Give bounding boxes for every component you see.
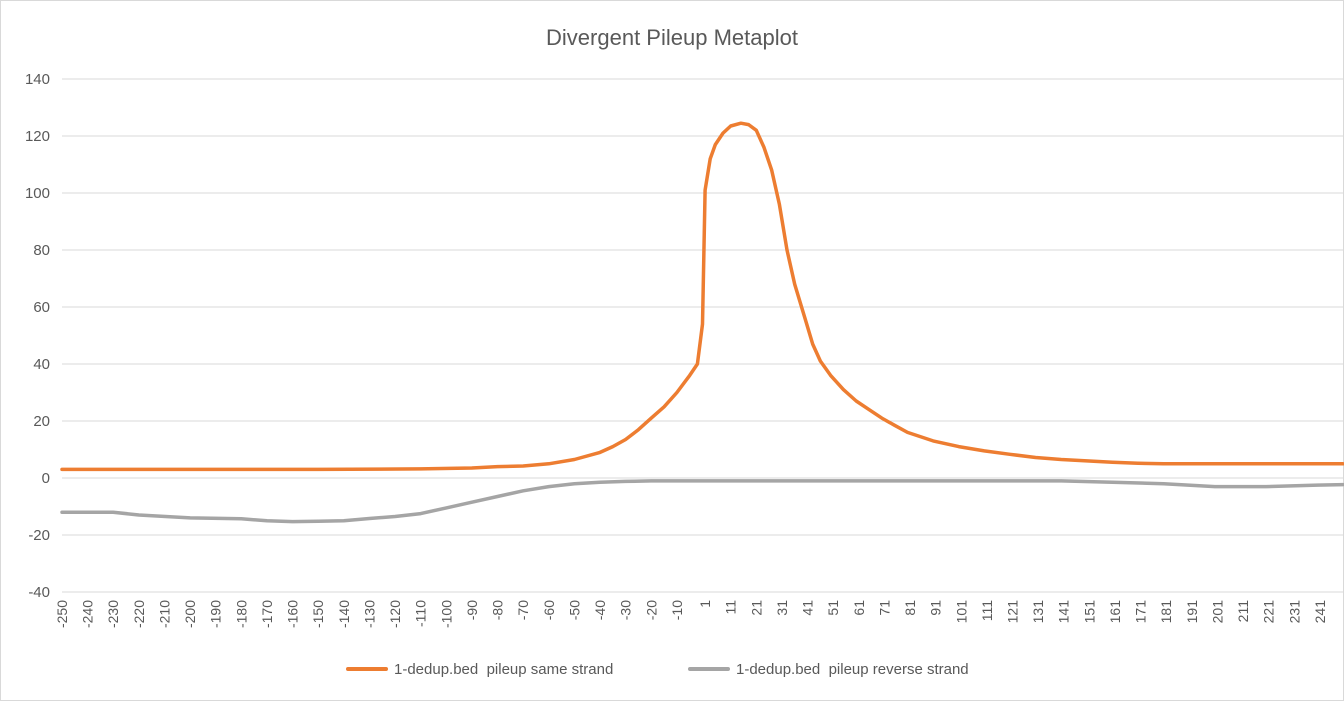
- legend: 1-dedup.bed pileup same strand 1-dedup.be…: [346, 661, 969, 678]
- y-tick-label: 140: [25, 71, 50, 88]
- y-tick-label: 60: [33, 299, 50, 316]
- x-tick-label: -40: [592, 600, 608, 620]
- x-tick-label: 111: [979, 600, 995, 621]
- x-axis-ticks: -250 -240 -230 -220 -210 -200 -190 -180 -170 -160…: [54, 600, 1328, 628]
- x-tick-label: 231: [1286, 600, 1302, 624]
- x-tick-label: 11: [723, 600, 739, 615]
- x-tick-label: 91: [928, 600, 944, 616]
- x-tick-label: -130: [361, 600, 377, 628]
- x-tick-label: -240: [80, 600, 96, 628]
- x-tick-label: 31: [774, 600, 790, 616]
- x-tick-label: -30: [618, 600, 634, 620]
- legend-label-0: 1-dedup.bed pileup same strand: [394, 661, 613, 678]
- x-tick-label: -160: [285, 600, 301, 628]
- x-tick-label: -80: [490, 600, 506, 620]
- y-tick-label: 20: [33, 413, 50, 430]
- x-tick-label: -230: [105, 600, 121, 628]
- x-tick-label: -190: [208, 600, 224, 628]
- x-tick-label: 41: [800, 600, 816, 616]
- chart-title: Divergent Pileup Metaplot: [546, 25, 798, 50]
- x-tick-label: 71: [876, 600, 892, 616]
- x-tick-label: -10: [669, 600, 685, 620]
- x-tick-label: -210: [156, 600, 172, 628]
- x-tick-label: 131: [1030, 600, 1046, 624]
- y-tick-label: 120: [25, 128, 50, 145]
- x-tick-label: -20: [643, 600, 659, 620]
- x-tick-label: 81: [902, 600, 918, 616]
- x-tick-label: -120: [387, 600, 403, 628]
- x-tick-label: -60: [541, 600, 557, 620]
- x-tick-label: 211: [1235, 600, 1251, 623]
- x-tick-label: 101: [953, 600, 969, 624]
- series-line-same-strand: [60, 121, 1344, 472]
- x-tick-label: -140: [336, 600, 352, 628]
- x-tick-label: 221: [1261, 600, 1277, 624]
- y-tick-label: -40: [28, 584, 50, 601]
- x-tick-label: 171: [1133, 600, 1149, 624]
- y-axis-ticks: -40 -20 0 20 40 60 80 100 120 140: [25, 71, 50, 601]
- x-tick-label: 161: [1107, 600, 1123, 624]
- x-tick-label: 141: [1056, 600, 1072, 624]
- x-tick-label: 151: [1081, 600, 1097, 624]
- y-tick-label: 100: [25, 185, 50, 202]
- x-tick-label: 51: [825, 600, 841, 616]
- x-tick-label: 241: [1312, 600, 1328, 624]
- x-tick-label: 181: [1158, 600, 1174, 624]
- x-tick-label: -180: [233, 600, 249, 628]
- y-tick-label: 40: [33, 356, 50, 373]
- y-tick-label: 80: [33, 242, 50, 259]
- x-tick-label: 201: [1209, 600, 1225, 624]
- x-tick-label: -250: [54, 600, 70, 628]
- series-line-reverse-strand: [60, 479, 1344, 524]
- y-tick-label: -20: [28, 527, 50, 544]
- x-tick-label: 191: [1184, 600, 1200, 624]
- x-tick-label: -170: [259, 600, 275, 628]
- x-tick-label: 1: [697, 600, 713, 608]
- x-tick-label: -200: [182, 600, 198, 628]
- y-tick-label: 0: [42, 470, 50, 487]
- x-tick-label: 61: [851, 600, 867, 616]
- x-tick-label: -70: [515, 600, 531, 620]
- x-tick-label: -50: [566, 600, 582, 620]
- x-tick-label: 121: [1005, 600, 1021, 624]
- x-tick-label: -150: [310, 600, 326, 628]
- x-tick-label: -100: [438, 600, 454, 628]
- x-tick-label: 21: [748, 600, 764, 616]
- legend-label-1: 1-dedup.bed pileup reverse strand: [736, 661, 969, 678]
- x-tick-label: -90: [464, 600, 480, 620]
- x-tick-label: -110: [413, 600, 429, 627]
- x-tick-label: -220: [131, 600, 147, 628]
- series-lines: [60, 121, 1344, 524]
